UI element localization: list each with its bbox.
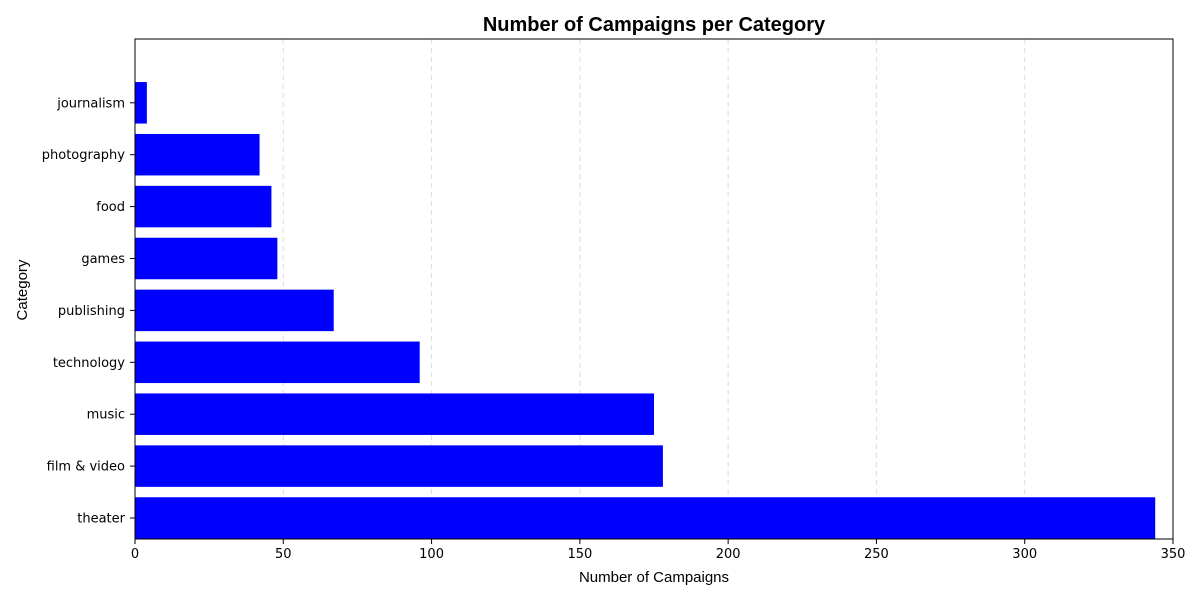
bar-photography — [135, 133, 260, 176]
bar-food — [135, 185, 272, 228]
plot-frame — [134, 38, 1174, 540]
x-tick-label: 350 — [1161, 547, 1186, 562]
x-tick-label: 100 — [419, 547, 444, 562]
x-tick-label: 50 — [275, 547, 292, 562]
bar-technology — [135, 341, 420, 384]
y-tick-label: publishing — [58, 304, 125, 319]
bar-music — [135, 393, 654, 435]
x-tick-label: 0 — [131, 547, 139, 562]
x-tick-label: 200 — [716, 547, 741, 562]
y-tick-label: music — [87, 408, 125, 423]
y-tick-label: food — [96, 200, 125, 215]
y-tick-label: photography — [42, 148, 126, 163]
x-tick-label: 250 — [864, 547, 889, 562]
y-tick-label: games — [81, 252, 125, 267]
y-tick-label: technology — [53, 356, 125, 371]
chart-title: Number of Campaigns per Category — [483, 14, 826, 36]
bar-games — [135, 237, 278, 280]
x-axis-label: Number of Campaigns — [579, 569, 729, 586]
y-axis-ticks: theater film & video music technology publis… — [42, 96, 135, 527]
bar-film-video — [135, 445, 663, 487]
x-axis-ticks: 0 50 100 150 200 250 300 350 — [131, 539, 1186, 562]
x-tick-label: 300 — [1012, 547, 1037, 562]
bar-theater — [135, 497, 1156, 539]
y-tick-label: journalism — [56, 96, 125, 111]
x-tick-label: 150 — [567, 547, 592, 562]
bar-publishing — [135, 289, 334, 332]
y-tick-label: theater — [77, 512, 125, 527]
y-axis-label: Category — [14, 259, 31, 320]
bars — [135, 82, 1156, 539]
y-tick-label: film & video — [47, 460, 125, 475]
bar-journalism — [135, 82, 147, 124]
